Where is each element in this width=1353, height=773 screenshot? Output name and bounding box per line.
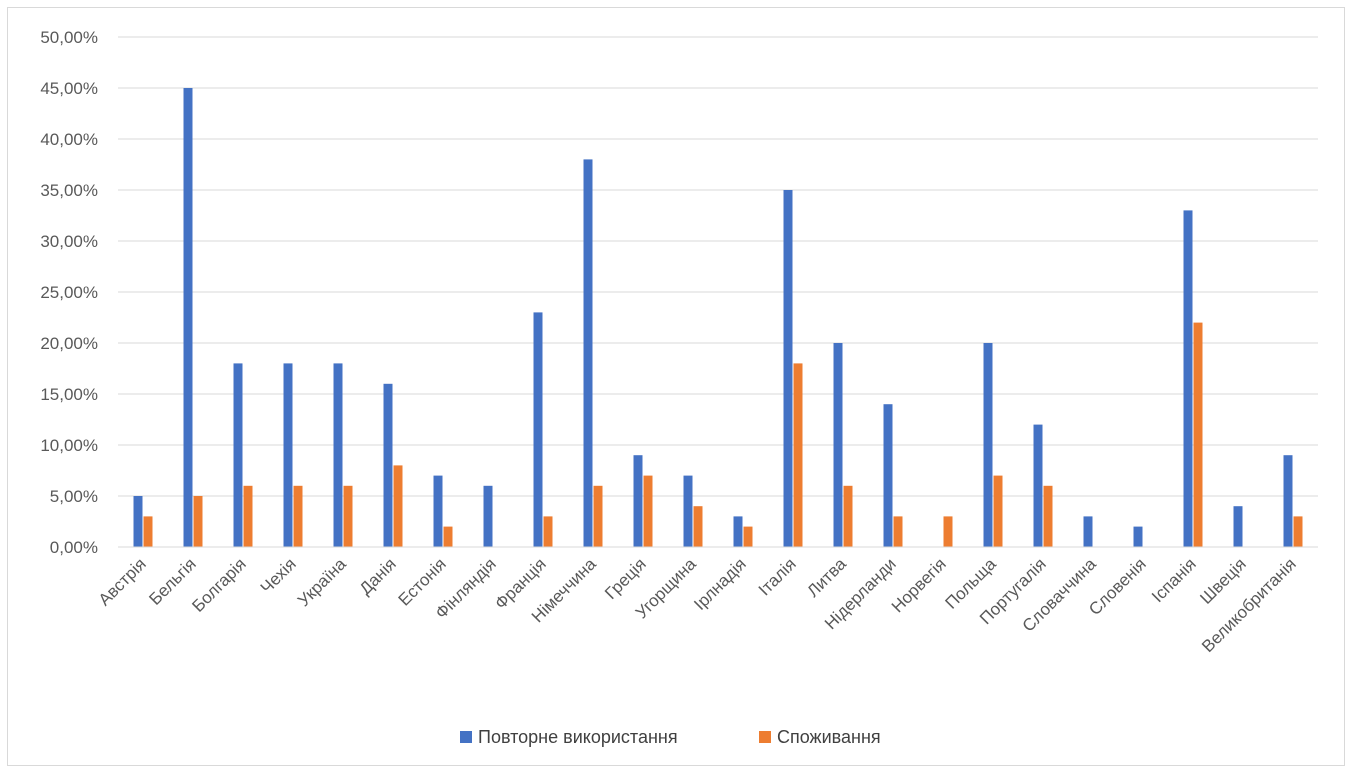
x-tick-label: Ірлнадія bbox=[690, 554, 750, 614]
y-tick-label: 25,00% bbox=[40, 283, 98, 302]
bar-reuse bbox=[333, 363, 343, 547]
bar-consumption bbox=[843, 485, 853, 547]
y-tick-label: 30,00% bbox=[40, 232, 98, 251]
bars bbox=[133, 88, 1303, 547]
bar-consumption bbox=[993, 475, 1003, 547]
bar-consumption bbox=[893, 516, 903, 547]
bar-consumption bbox=[1193, 322, 1203, 547]
bar-reuse bbox=[383, 383, 393, 547]
bar-consumption bbox=[593, 485, 603, 547]
bar-consumption bbox=[443, 526, 453, 547]
bar-reuse bbox=[483, 485, 493, 547]
x-tick-label: Італія bbox=[755, 554, 800, 599]
bar-reuse bbox=[633, 455, 643, 547]
bar-consumption bbox=[343, 485, 353, 547]
legend-label-consumption: Споживання bbox=[777, 727, 881, 747]
legend-label-reuse: Повторне використання bbox=[478, 727, 678, 747]
bar-reuse bbox=[183, 88, 193, 547]
bar-reuse bbox=[833, 343, 843, 547]
x-tick-label: Україна bbox=[294, 554, 350, 610]
y-tick-label: 35,00% bbox=[40, 181, 98, 200]
legend-swatch-consumption bbox=[759, 731, 771, 743]
y-tick-label: 50,00% bbox=[40, 28, 98, 47]
bar-consumption bbox=[393, 465, 403, 547]
bar-reuse bbox=[133, 496, 143, 547]
y-tick-label: 45,00% bbox=[40, 79, 98, 98]
bar-consumption bbox=[793, 363, 803, 547]
y-axis-ticks: 0,00% 5,00% 10,00% 15,00% 20,00% 25,00% 30,00%… bbox=[40, 28, 98, 557]
bar-reuse bbox=[1133, 526, 1143, 547]
x-tick-label: Данія bbox=[356, 554, 400, 598]
bar-reuse bbox=[783, 190, 793, 547]
x-tick-label: Великобританія bbox=[1198, 554, 1300, 656]
bar-reuse bbox=[683, 475, 693, 547]
bar-reuse bbox=[583, 159, 593, 547]
x-tick-label: Чехія bbox=[257, 554, 300, 597]
y-tick-label: 5,00% bbox=[50, 487, 98, 506]
bar-consumption bbox=[193, 496, 203, 547]
y-tick-label: 20,00% bbox=[40, 334, 98, 353]
bar-reuse bbox=[533, 312, 543, 547]
x-tick-label: Австрія bbox=[95, 554, 150, 609]
bar-consumption bbox=[293, 485, 303, 547]
bar-consumption bbox=[943, 516, 953, 547]
bar-consumption bbox=[743, 526, 753, 547]
bar-reuse bbox=[233, 363, 243, 547]
x-tick-label: Болгарія bbox=[188, 554, 249, 615]
legend: Повторне використання Споживання bbox=[460, 727, 881, 747]
y-tick-label: 15,00% bbox=[40, 385, 98, 404]
y-tick-label: 0,00% bbox=[50, 538, 98, 557]
bar-reuse bbox=[1283, 455, 1293, 547]
gridlines bbox=[118, 36, 1318, 497]
bar-consumption bbox=[1043, 485, 1053, 547]
bar-reuse bbox=[983, 343, 993, 547]
bar-consumption bbox=[1293, 516, 1303, 547]
bar-reuse bbox=[283, 363, 293, 547]
chart-area bbox=[7, 7, 1345, 766]
bar-consumption bbox=[543, 516, 553, 547]
bar-reuse bbox=[883, 404, 893, 547]
x-tick-label: Іспанія bbox=[1148, 554, 1200, 606]
bar-reuse bbox=[733, 516, 743, 547]
x-tick-label: Литва bbox=[803, 554, 850, 601]
bar-reuse bbox=[1183, 210, 1193, 547]
bar-reuse bbox=[433, 475, 443, 547]
bar-consumption bbox=[643, 475, 653, 547]
legend-swatch-reuse bbox=[460, 731, 472, 743]
bar-consumption bbox=[143, 516, 153, 547]
x-tick-label: Греція bbox=[601, 554, 650, 603]
bar-reuse bbox=[1233, 506, 1243, 547]
bar-consumption bbox=[693, 506, 703, 547]
x-tick-label: Норвегія bbox=[888, 554, 950, 616]
y-tick-label: 40,00% bbox=[40, 130, 98, 149]
bar-consumption bbox=[243, 485, 253, 547]
bar-reuse bbox=[1083, 516, 1093, 547]
y-tick-label: 10,00% bbox=[40, 436, 98, 455]
bar-reuse bbox=[1033, 424, 1043, 547]
